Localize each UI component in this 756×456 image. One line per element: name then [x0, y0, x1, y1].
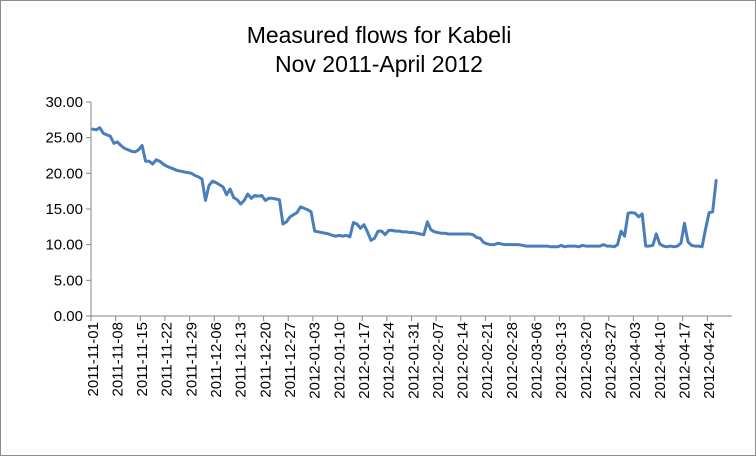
x-tick-label: 2011-11-08	[109, 322, 126, 397]
x-tick-label: 2012-04-24	[701, 322, 718, 399]
x-tick-label: 2012-04-03	[627, 322, 644, 399]
x-tick-label: 2012-03-13	[553, 322, 570, 399]
x-tick-label: 2012-04-10	[652, 322, 669, 399]
series-flow	[91, 126, 718, 249]
x-tick-label: 2011-12-27	[282, 322, 299, 398]
chart-title-line-1: Measured flows for Kabeli	[246, 22, 512, 48]
chart-title: Measured flows for Kabeli Nov 2011-April…	[1, 21, 756, 79]
x-tick-label: 2012-02-28	[504, 322, 521, 399]
x-tick-label: 2012-03-27	[602, 322, 619, 399]
x-tick-label: 2011-12-13	[233, 322, 250, 398]
y-tick-label: 15.00	[45, 201, 83, 218]
y-tick-label: 0.00	[54, 308, 83, 325]
x-tick-label: 2012-04-17	[676, 322, 693, 399]
x-tick-label: 2012-02-07	[430, 322, 447, 399]
y-tick-label: 25.00	[45, 130, 83, 147]
x-tick-label: 2011-12-20	[257, 322, 274, 398]
x-tick-label: 2011-11-15	[134, 322, 151, 397]
y-tick-label: 10.00	[45, 237, 83, 254]
x-tick-label: 2012-01-24	[381, 322, 398, 399]
x-axis: 2011-11-01 2011-11-08 2011-11-15 2011-11-22…	[85, 315, 732, 399]
x-tick-label: 2012-01-31	[405, 322, 422, 399]
x-tick-label: 2011-11-22	[159, 322, 176, 397]
x-tick-label: 2012-03-20	[578, 322, 595, 399]
x-tick-label: 2011-12-06	[208, 322, 225, 398]
x-tick-label: 2012-01-10	[331, 322, 348, 399]
x-tick-label: 2012-01-17	[356, 322, 373, 399]
y-tick-label: 20.00	[45, 165, 83, 182]
series-line	[91, 126, 718, 249]
x-tick-label: 2012-02-14	[455, 322, 472, 399]
x-tick-label: 2011-11-29	[183, 322, 200, 397]
x-tick-label: 2012-02-21	[479, 322, 496, 399]
x-tick-label: 2011-11-01	[85, 322, 102, 397]
x-tick-label: 2012-03-06	[529, 322, 546, 399]
x-tick-label: 2012-01-03	[307, 322, 324, 399]
y-tick-label: 5.00	[54, 272, 83, 289]
chart-title-line-2: Nov 2011-April 2012	[275, 51, 483, 77]
y-axis: 0.00 5.00 10.00 15.00 20.00 25.00 30.00	[45, 94, 92, 325]
y-tick-label: 30.00	[45, 94, 83, 111]
